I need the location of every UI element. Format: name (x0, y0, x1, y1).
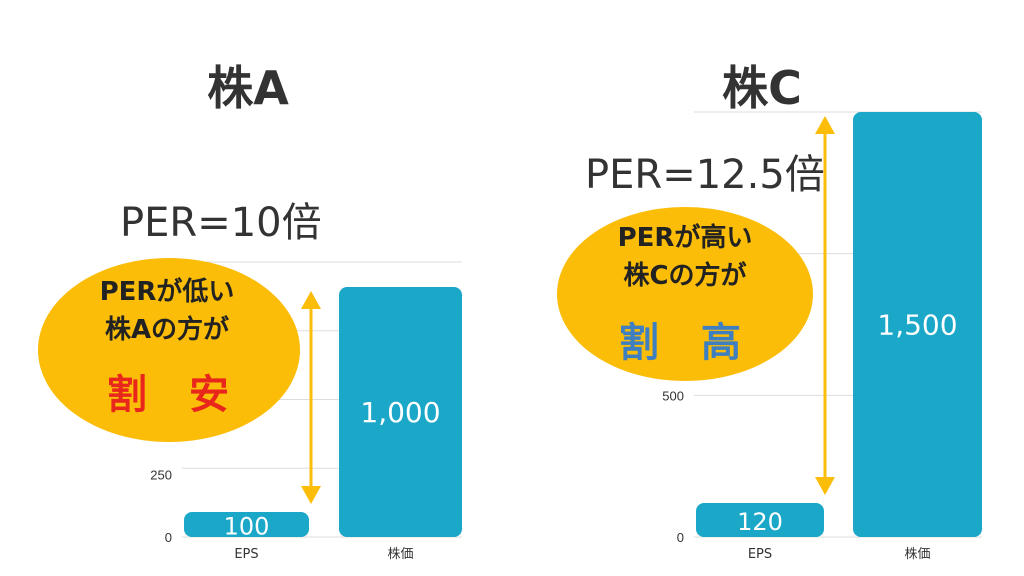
chart-a-bar (339, 287, 462, 537)
chart-c-bubble-line-1: PERが高い (617, 223, 753, 253)
chart-a-per-label: PER=10倍 (120, 200, 322, 246)
chart-c-arrow-head-down (815, 477, 835, 495)
chart-a-bar-value-label: 1,000 (360, 396, 440, 429)
chart-c-bar-value-label: 1,500 (877, 309, 957, 342)
chart-c-bar (853, 112, 982, 537)
chart-c-y-tick-label: 500 (662, 388, 684, 403)
chart-a-arrow-head-down (301, 486, 321, 504)
chart-a-title: 株A (207, 61, 289, 115)
chart-c-category-label: EPS (748, 547, 772, 562)
chart-c-verdict: 割 高 (619, 320, 755, 366)
chart-a-y-tick-label: 250 (150, 468, 172, 483)
chart-a-bubble (38, 258, 300, 442)
chart-a-verdict: 割 安 (107, 372, 243, 418)
chart-a-bubble-line-2: 株Aの方が (104, 315, 230, 345)
chart-c-per-label: PER=12.5倍 (585, 152, 825, 198)
chart-c-bubble (557, 207, 813, 381)
chart-a-arrow-head-up (301, 291, 321, 309)
chart-a-bubble-line-1: PERが低い (99, 277, 235, 307)
chart-c-title: 株C (722, 61, 802, 115)
chart-c-bubble-line-2: 株Cの方が (623, 261, 747, 291)
chart-a-bar (184, 512, 309, 537)
chart-a-category-label: 株価 (387, 547, 413, 562)
chart-a-category-label: EPS (234, 547, 258, 562)
chart-c-category-label: 株価 (904, 547, 930, 562)
chart-c-arrow-head-up (815, 116, 835, 134)
chart-c-y-tick-label: 0 (677, 530, 684, 545)
chart-a-bar-value-label: 100 (224, 513, 270, 541)
chart-c-bar-value-label: 120 (737, 508, 783, 536)
chart-c-bar (696, 503, 824, 537)
chart-a-y-tick-label: 0 (165, 530, 172, 545)
